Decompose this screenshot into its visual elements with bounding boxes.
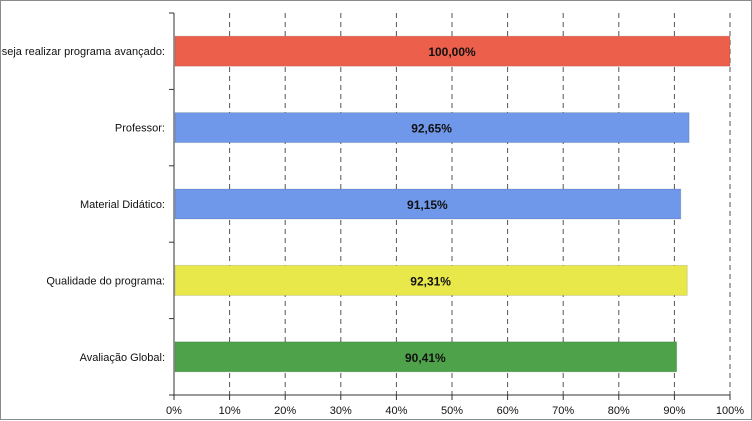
x-tick-label: 60%	[497, 405, 519, 417]
x-tick-label: 70%	[552, 405, 574, 417]
bar-0	[174, 35, 731, 67]
labels: Deseja realizar programa avançado: 100,00…	[1, 45, 476, 365]
x-tick-label: 0%	[166, 405, 182, 417]
x-tick-label: 40%	[385, 405, 407, 417]
category-label: Qualidade do programa:	[46, 275, 165, 287]
bar-1	[174, 112, 690, 144]
category-label: Deseja realizar programa avançado:	[1, 46, 165, 58]
data-label: 100,00%	[428, 45, 476, 59]
data-label: 92,31%	[410, 274, 451, 288]
x-tick-label: 20%	[274, 405, 296, 417]
x-tick-label: 90%	[663, 405, 685, 417]
axes: 0% 10% 20% 30% 40% 50% 60% 70% 80% 90% 100%	[166, 12, 744, 417]
data-label: 90,41%	[405, 351, 446, 365]
bar-2	[174, 188, 682, 220]
x-tick-label: 10%	[219, 405, 241, 417]
category-label: Avaliação Global:	[80, 352, 165, 364]
data-label: 92,65%	[411, 122, 452, 136]
data-label: 91,15%	[407, 198, 448, 212]
x-tick-label: 100%	[716, 405, 744, 417]
bar-4	[174, 341, 678, 373]
x-tick-label: 30%	[330, 405, 352, 417]
x-tick-label: 50%	[441, 405, 463, 417]
bar-3	[174, 264, 688, 296]
category-label: Professor:	[115, 123, 165, 135]
bars	[174, 35, 731, 373]
x-tick-label: 80%	[608, 405, 630, 417]
category-label: Material Didático:	[80, 199, 165, 211]
